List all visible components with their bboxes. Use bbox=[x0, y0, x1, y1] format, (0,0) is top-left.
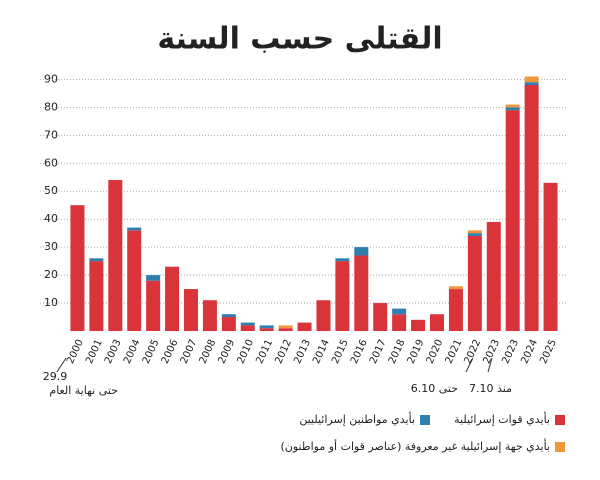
legend-swatch bbox=[555, 442, 565, 452]
bar-segment bbox=[146, 280, 161, 331]
bar-segment bbox=[505, 107, 520, 111]
x-tick-label: 2010 bbox=[235, 338, 256, 366]
x-tick-label: 2000 bbox=[65, 338, 86, 366]
y-tick-label: 40 bbox=[44, 212, 58, 225]
bar-segment bbox=[505, 104, 520, 108]
bar-segment bbox=[221, 314, 236, 318]
annotation: 29.9 bbox=[43, 370, 68, 383]
bar-segment bbox=[240, 322, 255, 326]
bar-segment bbox=[354, 255, 369, 331]
bar-segment bbox=[146, 275, 161, 281]
bar-segment bbox=[316, 300, 331, 331]
bar-segment bbox=[297, 322, 312, 331]
bar-segment bbox=[430, 314, 444, 331]
x-tick-label: 2003 bbox=[103, 338, 124, 366]
y-tick-label: 20 bbox=[44, 268, 58, 281]
x-tick-label: 2009 bbox=[217, 338, 238, 366]
x-tick-label: 2021 bbox=[444, 338, 465, 366]
bar-segment bbox=[524, 84, 539, 332]
chart-title: القتلى حسب السنة bbox=[157, 22, 442, 57]
annotation: حتى نهاية العام bbox=[49, 384, 118, 397]
x-tick-label: 2008 bbox=[198, 338, 219, 366]
annotation: منذ 7.10 bbox=[469, 382, 512, 395]
bar-segment bbox=[467, 233, 482, 236]
bar-segment bbox=[392, 308, 407, 315]
legend-swatch bbox=[420, 415, 430, 425]
bar-segment bbox=[411, 319, 426, 331]
bar-segment bbox=[127, 230, 142, 331]
legend-label: بأيدي قوات إسرائيلية bbox=[454, 411, 550, 426]
bar-segment bbox=[373, 303, 388, 331]
bar-segment bbox=[70, 205, 85, 331]
y-tick-label: 50 bbox=[44, 184, 58, 197]
x-tick-label: 2022 bbox=[463, 338, 484, 366]
bar-segment bbox=[221, 317, 236, 331]
connector bbox=[56, 357, 67, 373]
bar-segment bbox=[354, 247, 369, 256]
y-tick-label: 30 bbox=[44, 240, 58, 253]
x-tick-label: 2012 bbox=[273, 338, 294, 366]
x-tick-label: 2013 bbox=[292, 338, 313, 366]
bar-segment bbox=[467, 235, 482, 331]
bar-segment bbox=[202, 300, 217, 331]
bar-segment bbox=[543, 182, 558, 331]
x-tick-label: 2011 bbox=[254, 338, 275, 366]
x-tick-label: 2015 bbox=[330, 338, 351, 366]
x-tick-label: 2023 bbox=[500, 338, 521, 366]
x-tick-label: 2014 bbox=[311, 338, 332, 366]
x-tick-label: 2016 bbox=[349, 338, 370, 366]
bar-segment bbox=[278, 325, 293, 329]
legend-label: بأيدي جهة إسرائيلية غير معروفة (عناصر قو… bbox=[280, 438, 550, 453]
bar-segment bbox=[278, 328, 293, 331]
x-tick-label: 2023 bbox=[481, 338, 502, 366]
bar-segment bbox=[240, 325, 255, 331]
x-tick-label: 2020 bbox=[425, 338, 446, 366]
bar-segment bbox=[335, 261, 350, 331]
bar-segment bbox=[524, 76, 539, 83]
bar-segment bbox=[259, 328, 274, 331]
y-tick-label: 70 bbox=[44, 128, 58, 141]
bar-segment bbox=[89, 261, 104, 331]
y-tick-label: 80 bbox=[44, 100, 58, 113]
y-tick-label: 90 bbox=[44, 72, 58, 85]
bar-segment bbox=[108, 180, 123, 331]
x-tick-label: 2025 bbox=[538, 338, 559, 366]
annotation-connectors bbox=[56, 357, 493, 373]
x-tick-label: 2019 bbox=[406, 338, 427, 366]
bar-segment bbox=[505, 110, 520, 331]
legend-label: بأيدي مواطنين إسرائيليين bbox=[299, 411, 415, 426]
connector bbox=[487, 357, 493, 373]
bar-segment bbox=[524, 82, 539, 85]
annotation: حتى 6.10 bbox=[411, 382, 458, 395]
y-tick-label: 10 bbox=[44, 296, 58, 309]
bar-segment bbox=[184, 289, 198, 331]
x-tick-label: 2024 bbox=[519, 338, 540, 366]
y-tick-label: 60 bbox=[44, 156, 58, 169]
bar-segment bbox=[259, 325, 274, 329]
legend-swatch bbox=[555, 415, 565, 425]
x-tick-label: 2007 bbox=[179, 338, 200, 366]
x-tick-label: 2006 bbox=[160, 338, 181, 366]
bar-segment bbox=[448, 286, 463, 290]
bar-segment bbox=[165, 266, 180, 331]
bar-segment bbox=[467, 230, 482, 234]
bar-segment bbox=[127, 227, 142, 231]
connector bbox=[465, 357, 474, 373]
bar-segment bbox=[448, 289, 463, 331]
x-tick-label: 2001 bbox=[84, 338, 105, 366]
bar-segment bbox=[335, 258, 350, 262]
bar-segment bbox=[392, 314, 407, 331]
bar-segment bbox=[486, 221, 501, 331]
bar-segment bbox=[89, 258, 104, 262]
